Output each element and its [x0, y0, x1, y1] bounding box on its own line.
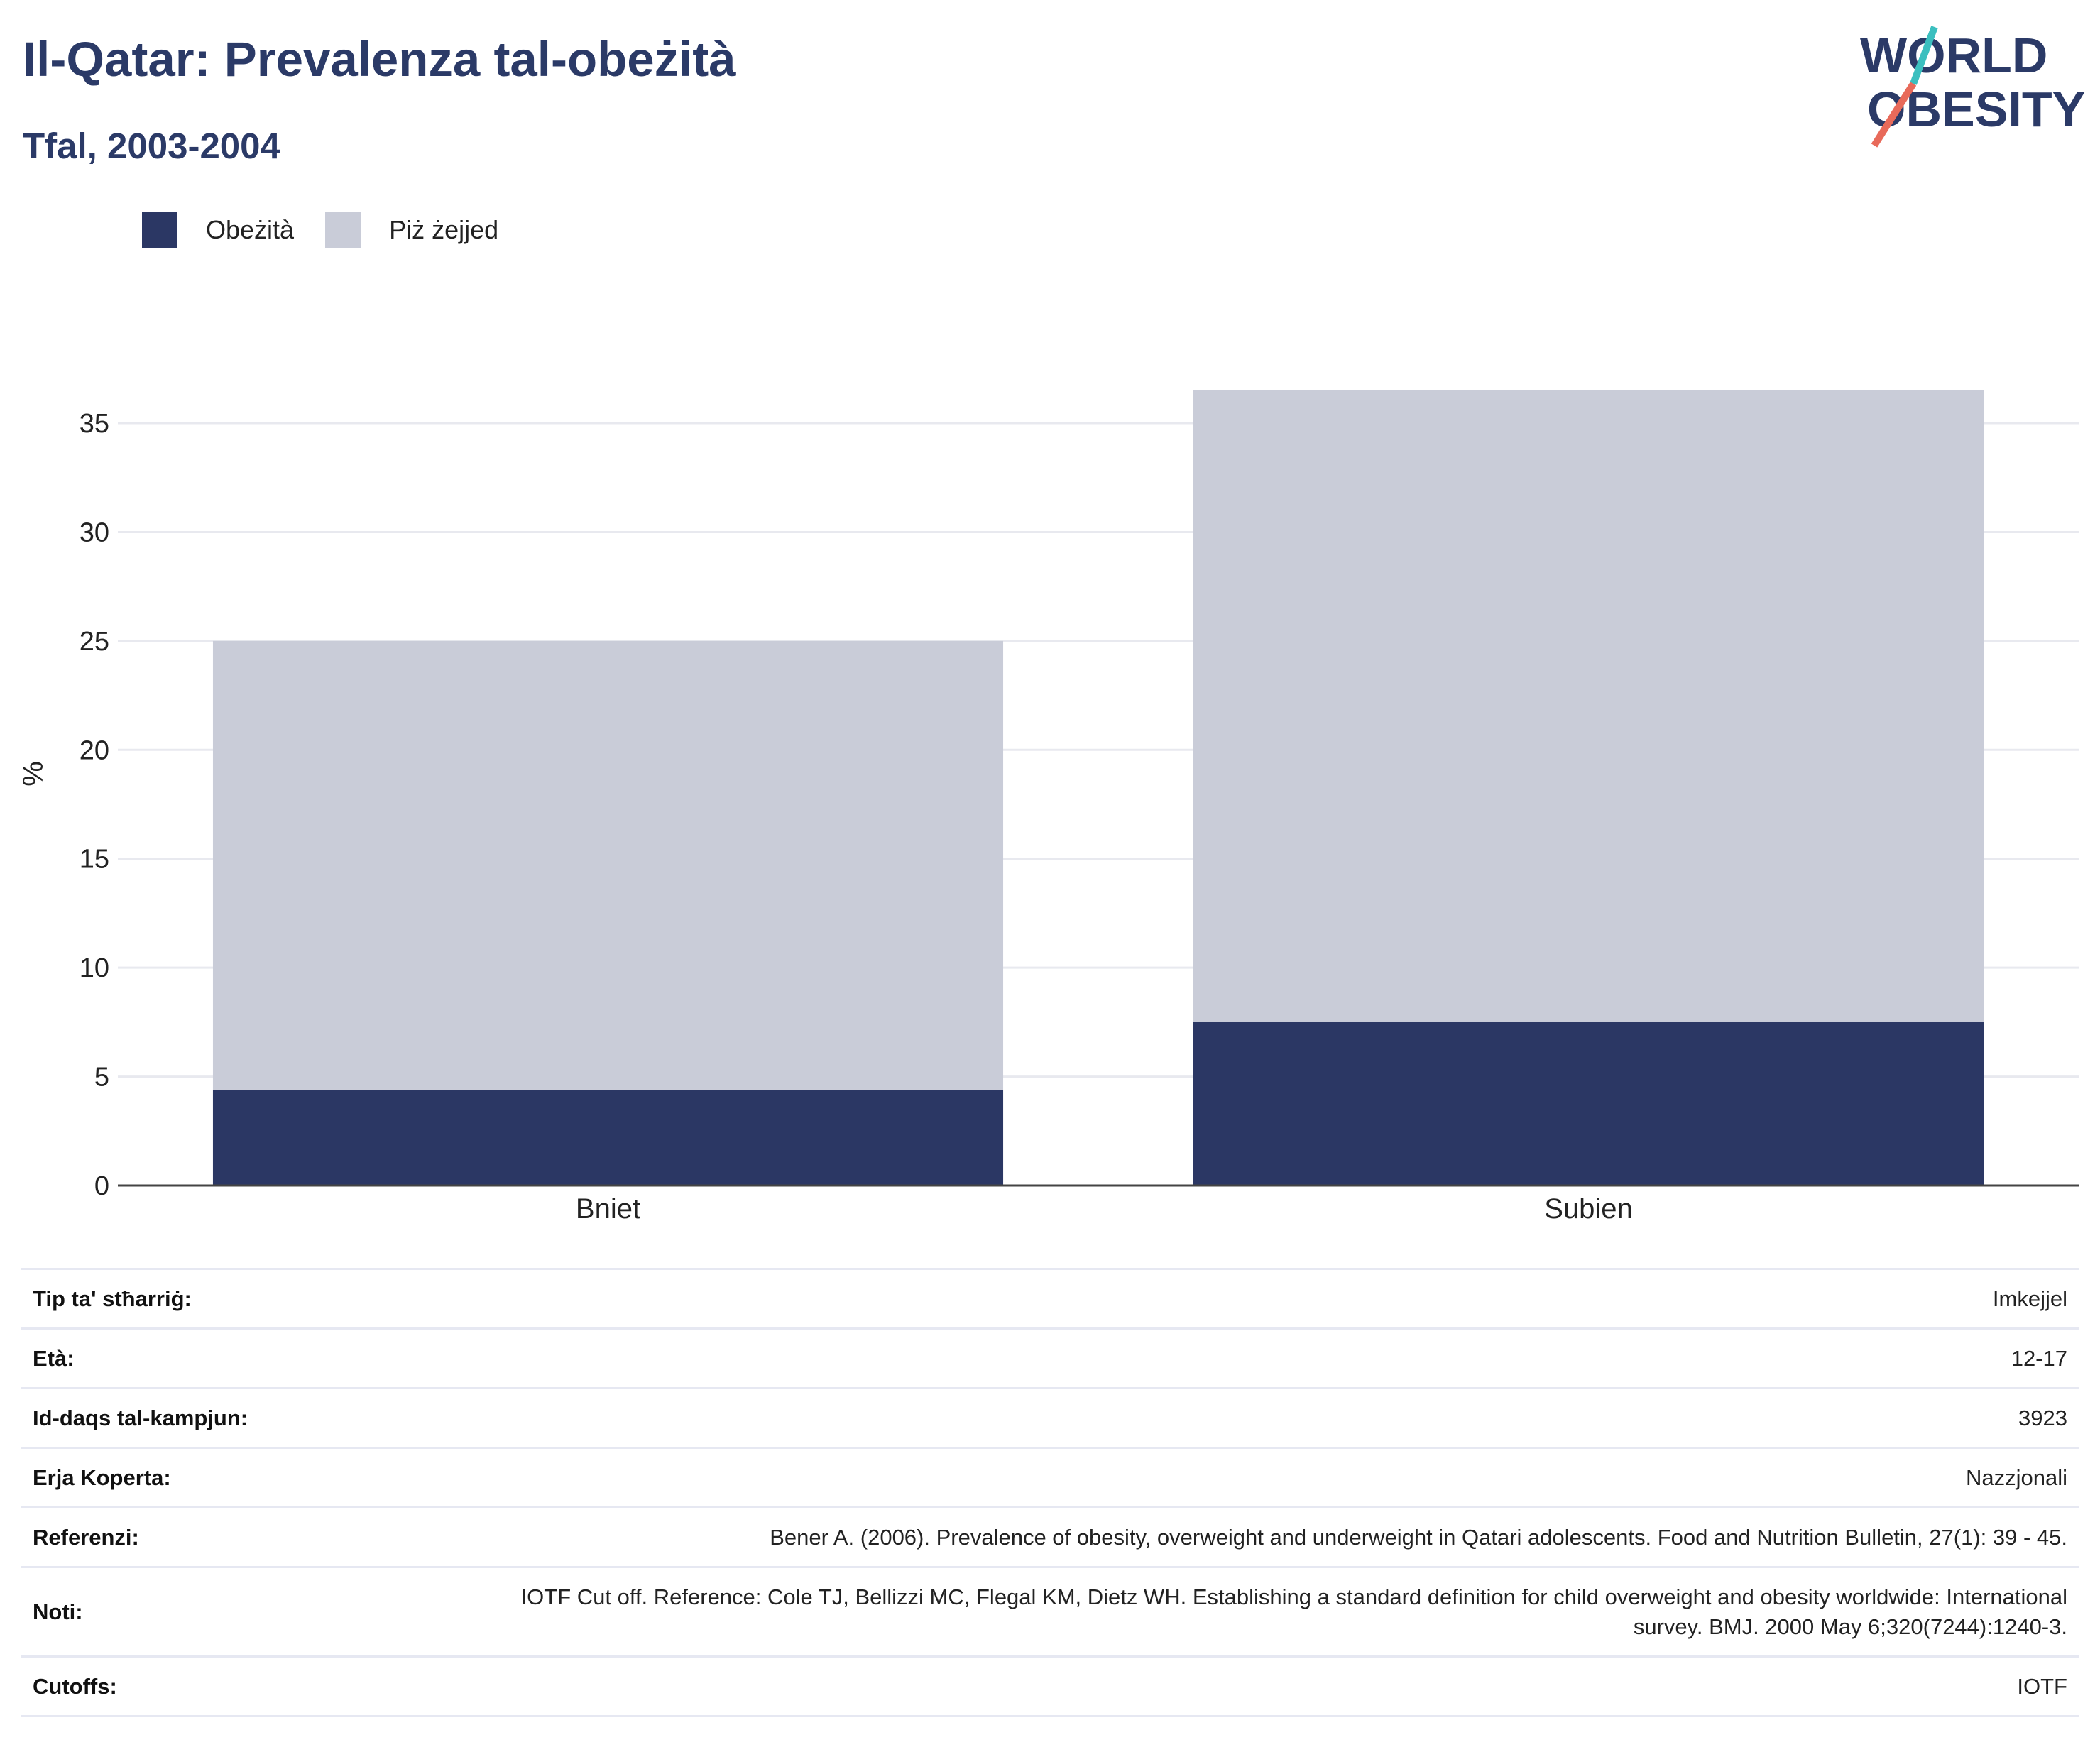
bar-overweight [1193, 390, 1984, 1022]
info-value: Nazzjonali [470, 1447, 2079, 1508]
info-value: Imkejjel [470, 1269, 2079, 1330]
logo-word-obesity: OBESITY [1867, 82, 2085, 137]
info-key: Noti: [21, 1567, 470, 1658]
survey-info-table: Tip ta' stħarriġ: Imkejjel Età: 12-17 Id-daq… [21, 1268, 2079, 1717]
stacked-bar-chart: 0 5 10 15 20 25 30 35% Bniet Subien [18, 390, 2079, 1225]
info-key: Id-daqs tal-kampjun: [21, 1388, 470, 1449]
y-tick-label: 5 [94, 1063, 109, 1092]
info-key: Tip ta' stħarriġ: [21, 1269, 470, 1330]
chart-legend: Obeżità Piż żejjed [142, 210, 498, 250]
world-obesity-logo: WORLD OBESITY [1860, 26, 2085, 148]
info-key: Referenzi: [21, 1507, 470, 1568]
legend-swatch-obesity [142, 212, 177, 248]
info-value: Bener A. (2006). Prevalence of obesity, … [470, 1507, 2079, 1568]
info-key: Erja Koperta: [21, 1447, 470, 1508]
info-row: Erja Koperta: Nazzjonali [21, 1447, 2079, 1508]
legend-item-obesity: Obeżità [142, 212, 294, 248]
info-value: IOTF [470, 1656, 2079, 1717]
legend-swatch-overweight [325, 212, 361, 248]
x-tick-label: Subien [1544, 1193, 1633, 1225]
legend-label-overweight: Piż żejjed [389, 215, 499, 244]
y-tick-label: 20 [80, 735, 109, 765]
x-tick-label: Bniet [576, 1193, 640, 1225]
info-value: IOTF Cut off. Reference: Cole TJ, Belliz… [470, 1567, 2079, 1658]
bar-overweight [212, 640, 1004, 1090]
info-row: Età: 12-17 [21, 1328, 2079, 1389]
info-key: Cutoffs: [21, 1656, 470, 1717]
legend-label-obesity: Obeżità [206, 215, 295, 244]
info-value: 12-17 [470, 1328, 2079, 1389]
chart-subtitle: Tfal, 2003-2004 [23, 126, 280, 166]
y-tick-label: 35 [80, 409, 109, 439]
logo-slash-bottom [1871, 82, 1917, 148]
info-row: Tip ta' stħarriġ: Imkejjel [21, 1269, 2079, 1330]
bar-obesity [212, 1089, 1004, 1185]
y-tick-label: 30 [80, 517, 109, 547]
info-value: 3923 [470, 1388, 2079, 1449]
y-axis-label: % [18, 761, 49, 787]
logo-word-world: WORLD [1860, 28, 2047, 83]
y-tick-label: 15 [80, 845, 109, 875]
bar-obesity [1193, 1022, 1984, 1185]
info-row: Cutoffs: IOTF [21, 1656, 2079, 1717]
y-tick-label: 10 [80, 953, 109, 983]
info-row: Noti: IOTF Cut off. Reference: Cole TJ, B… [21, 1567, 2079, 1658]
info-row: Id-daqs tal-kampjun: 3923 [21, 1388, 2079, 1449]
logo-slash-top [1910, 26, 1938, 85]
chart-title: Il-Qatar: Prevalenza tal-obeżità [23, 32, 736, 87]
y-tick-label: 0 [94, 1171, 109, 1201]
info-key: Età: [21, 1328, 470, 1389]
legend-item-overweight: Piż żejjed [325, 212, 498, 248]
info-row: Referenzi: Bener A. (2006). Prevalence of… [21, 1507, 2079, 1568]
y-tick-label: 25 [80, 627, 109, 657]
